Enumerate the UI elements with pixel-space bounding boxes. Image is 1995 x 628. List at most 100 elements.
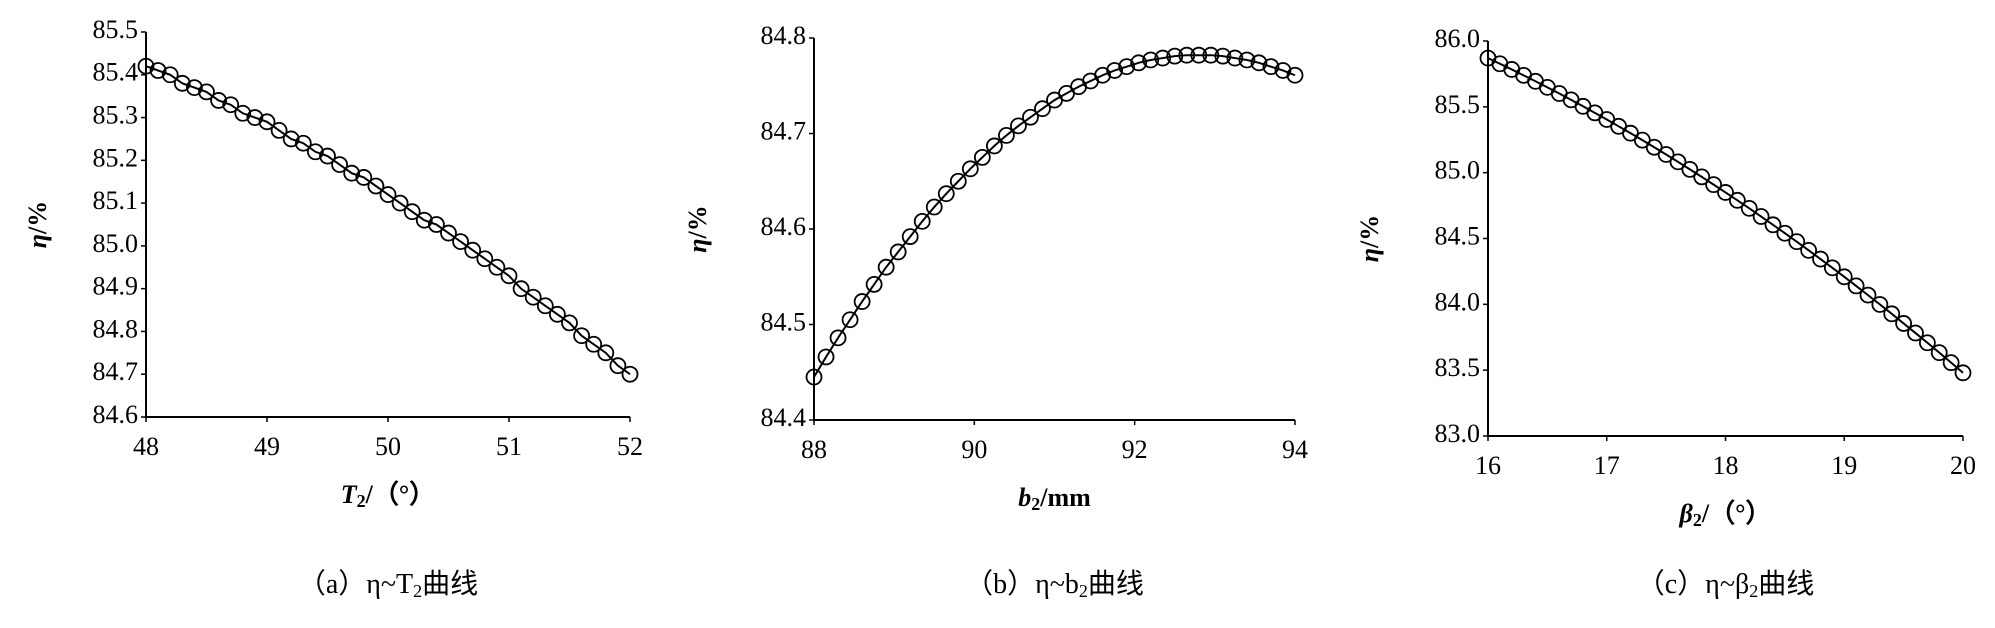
y-label-symbol: η (683, 238, 712, 252)
y-tick-label: 83.0 (1435, 419, 1481, 448)
y-tick-label: 84.7 (93, 357, 139, 386)
marker (1752, 208, 1770, 225)
x-label-unit: /（°） (365, 480, 436, 509)
marker (597, 344, 615, 362)
marker (270, 121, 288, 139)
y-axis-label: η/% (1355, 215, 1384, 263)
x-label-sub: 2 (357, 491, 366, 511)
marker (1681, 160, 1699, 178)
marker (937, 185, 955, 203)
marker (1262, 58, 1280, 76)
y-tick-label: 85.5 (1435, 90, 1481, 119)
y-label-unit: /% (23, 201, 52, 235)
marker (391, 194, 409, 212)
marker (1286, 66, 1304, 84)
caption-rest: 曲线 (1088, 568, 1144, 600)
marker (1154, 49, 1172, 67)
data-line (145, 65, 631, 376)
marker (901, 228, 919, 246)
y-tick-label: 85.0 (1435, 156, 1481, 185)
marker (1942, 354, 1960, 372)
chart: 84.6 84.7 84.8 84.9 85.0 85.1 85.2 85.3 85.4 85.5… (23, 15, 643, 601)
marker (1693, 168, 1711, 186)
marker (234, 104, 252, 122)
marker (1883, 305, 1901, 323)
x-tick-label: 92 (1122, 435, 1148, 464)
marker (476, 250, 494, 268)
x-axis-label: β2/（°） (1679, 499, 1772, 530)
y-axis-label: η/% (23, 201, 52, 249)
marker (1812, 250, 1829, 268)
x-tick-label: 17 (1594, 451, 1620, 480)
marker (1835, 268, 1853, 286)
marker (331, 156, 349, 174)
y-tick-label: 85.3 (93, 101, 139, 130)
y-tick-label: 85.4 (93, 58, 139, 87)
marker (149, 62, 167, 79)
x-axis-label: T2/（°） (341, 480, 436, 511)
marker (817, 348, 835, 366)
caption: （a）η~T2曲线 (298, 568, 478, 601)
marker (488, 258, 506, 276)
marker (1705, 176, 1723, 194)
y-tick-label: 84.5 (1435, 221, 1481, 250)
marker (621, 365, 639, 383)
marker (1130, 54, 1148, 72)
marker (1871, 296, 1889, 313)
marker (1190, 46, 1208, 64)
marker (343, 164, 361, 182)
marker (805, 368, 823, 386)
marker (609, 357, 627, 375)
marker (913, 212, 931, 230)
x-tick-label: 52 (617, 432, 643, 461)
marker (1907, 324, 1924, 342)
marker (1776, 224, 1794, 242)
marker (452, 233, 470, 251)
marker (1250, 54, 1268, 72)
marker (1954, 364, 1972, 382)
marker (1764, 216, 1782, 234)
caption: （c）η~β2曲线 (1637, 568, 1814, 601)
marker (1657, 146, 1675, 163)
x-tick-label: 49 (254, 432, 280, 461)
y-tick-label: 84.5 (761, 307, 807, 336)
marker (985, 137, 1003, 155)
marker (973, 148, 991, 166)
x-tick-label: 50 (375, 432, 401, 461)
marker (1669, 153, 1687, 171)
marker (536, 297, 554, 315)
marker (379, 186, 397, 203)
marker (1847, 277, 1865, 295)
marker (1106, 62, 1124, 79)
marker (427, 216, 445, 233)
marker (198, 83, 215, 101)
marker (355, 169, 373, 186)
marker (161, 66, 179, 84)
marker (925, 198, 943, 216)
x-label-sub: 2 (1031, 494, 1040, 514)
marker (1022, 108, 1039, 126)
x-label-symbol: T (341, 480, 358, 509)
marker (1800, 241, 1818, 259)
y-tick-label: 85.1 (93, 186, 139, 215)
marker (500, 267, 518, 285)
y-tick-label: 84.4 (761, 403, 807, 432)
y-tick-label: 84.8 (761, 21, 807, 50)
x-tick-label: 94 (1282, 435, 1308, 464)
marker (367, 177, 385, 195)
marker (319, 147, 336, 165)
marker (1034, 100, 1051, 118)
caption-rest: 曲线 (1758, 568, 1814, 600)
chart: 83.083.584.084.585.085.586.016 17 18 19 20β2… (1355, 24, 1976, 601)
y-tick-label: 84.6 (93, 400, 139, 429)
marker (1202, 46, 1220, 64)
y-label-symbol: η (1355, 248, 1384, 262)
x-label-sub: 2 (1693, 510, 1702, 530)
marker (877, 258, 895, 276)
x-axis-label: b2/mm (1018, 483, 1091, 514)
marker (829, 329, 847, 347)
caption-prefix: （b）η~b (965, 568, 1079, 600)
marker (961, 160, 979, 178)
marker (998, 127, 1015, 144)
marker (841, 311, 859, 329)
